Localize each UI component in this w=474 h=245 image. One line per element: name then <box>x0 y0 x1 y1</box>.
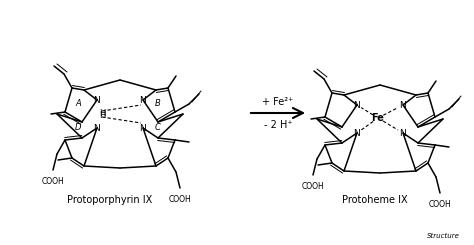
Text: - 2 H⁺: - 2 H⁺ <box>264 120 292 130</box>
Text: N: N <box>354 100 360 110</box>
Text: N: N <box>354 128 360 137</box>
Text: N: N <box>400 128 406 137</box>
Text: Protoporphyrin IX: Protoporphyrin IX <box>67 195 153 205</box>
Text: H: H <box>99 109 105 118</box>
Text: Fe: Fe <box>372 113 384 123</box>
Text: B: B <box>155 98 161 108</box>
Text: N: N <box>140 123 146 133</box>
Text: Structure: Structure <box>427 233 460 239</box>
Text: COOH: COOH <box>301 182 324 191</box>
Text: COOH: COOH <box>42 177 64 186</box>
Text: COOH: COOH <box>169 195 191 204</box>
Text: N: N <box>400 100 406 110</box>
Text: N: N <box>94 96 100 105</box>
Text: + Fe²⁺: + Fe²⁺ <box>262 97 294 107</box>
Text: C: C <box>155 122 161 132</box>
Text: N: N <box>94 123 100 133</box>
Text: Protoheme IX: Protoheme IX <box>342 195 408 205</box>
Text: H: H <box>99 110 105 120</box>
Text: D: D <box>75 122 81 132</box>
Text: COOH: COOH <box>428 200 451 209</box>
Text: N: N <box>140 96 146 105</box>
Text: A: A <box>75 98 81 108</box>
